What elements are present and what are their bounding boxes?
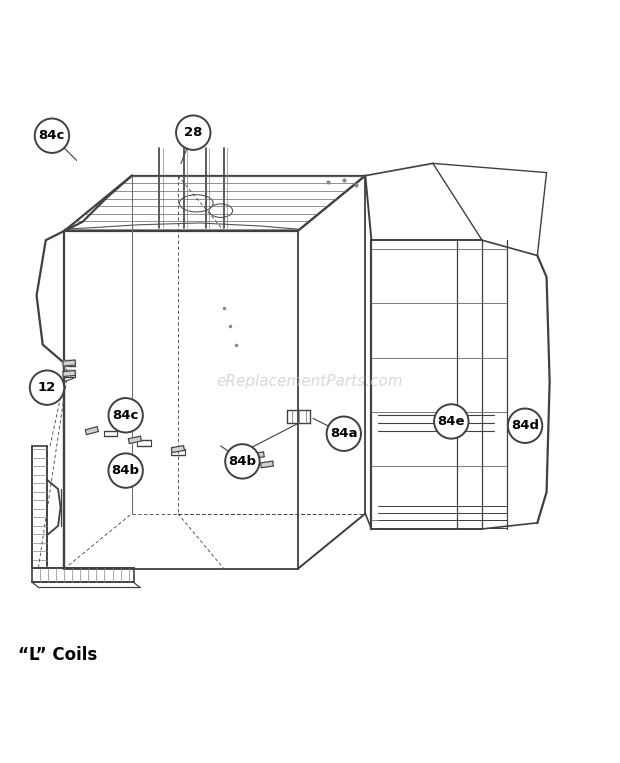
Text: eReplacementParts.com: eReplacementParts.com: [216, 374, 404, 389]
Text: 84d: 84d: [511, 419, 539, 433]
Polygon shape: [128, 436, 141, 443]
Text: 28: 28: [184, 126, 203, 139]
Polygon shape: [63, 360, 76, 366]
Polygon shape: [86, 427, 99, 435]
Circle shape: [176, 115, 210, 150]
Circle shape: [434, 404, 469, 439]
Polygon shape: [171, 446, 184, 452]
Text: 84a: 84a: [330, 427, 358, 440]
Circle shape: [327, 417, 361, 451]
Circle shape: [35, 118, 69, 153]
Polygon shape: [251, 452, 264, 459]
Circle shape: [108, 453, 143, 488]
Polygon shape: [260, 461, 273, 468]
Polygon shape: [63, 371, 76, 376]
Circle shape: [30, 371, 64, 405]
Text: 84c: 84c: [38, 129, 65, 142]
Text: 84c: 84c: [112, 409, 139, 422]
Text: “L” Coils: “L” Coils: [18, 646, 97, 664]
Text: 84b: 84b: [112, 464, 140, 477]
Circle shape: [225, 444, 260, 478]
Text: 84e: 84e: [438, 415, 465, 428]
Text: 84b: 84b: [228, 455, 257, 468]
Text: 12: 12: [38, 382, 56, 394]
Circle shape: [108, 398, 143, 433]
Circle shape: [508, 408, 542, 443]
